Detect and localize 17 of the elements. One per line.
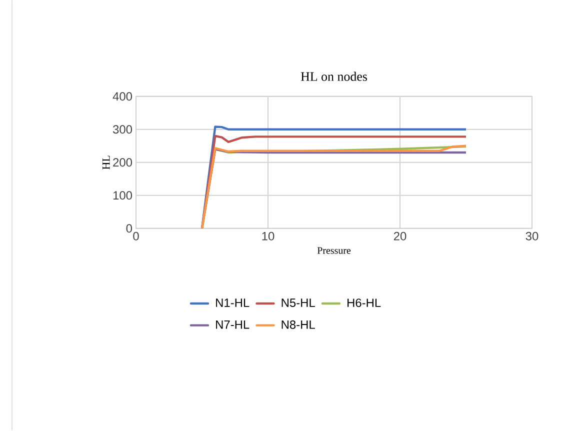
- x-tick-label: 10: [262, 232, 274, 240]
- y-tick-label: 200: [113, 158, 132, 167]
- legend-label: N8-HL: [282, 320, 315, 329]
- y-tick-label: 100: [113, 191, 132, 200]
- legend-label: N7-HL: [216, 320, 250, 329]
- x-tick-label: 0: [133, 232, 139, 240]
- y-tick-label: 0: [126, 224, 132, 233]
- y-axis-title: HL: [102, 156, 110, 170]
- y-tick-label: 400: [112, 92, 132, 101]
- chart-title: HL on nodes: [300, 72, 367, 81]
- x-tick-label: 20: [394, 232, 406, 240]
- x-tick-label: 30: [526, 232, 538, 240]
- x-axis-title: Pressure: [317, 247, 351, 254]
- legend-label: N1-HL: [216, 298, 250, 307]
- legend-label: N5-HL: [282, 298, 315, 308]
- legend-label: H6-HL: [348, 298, 381, 308]
- y-tick-label: 300: [112, 125, 132, 134]
